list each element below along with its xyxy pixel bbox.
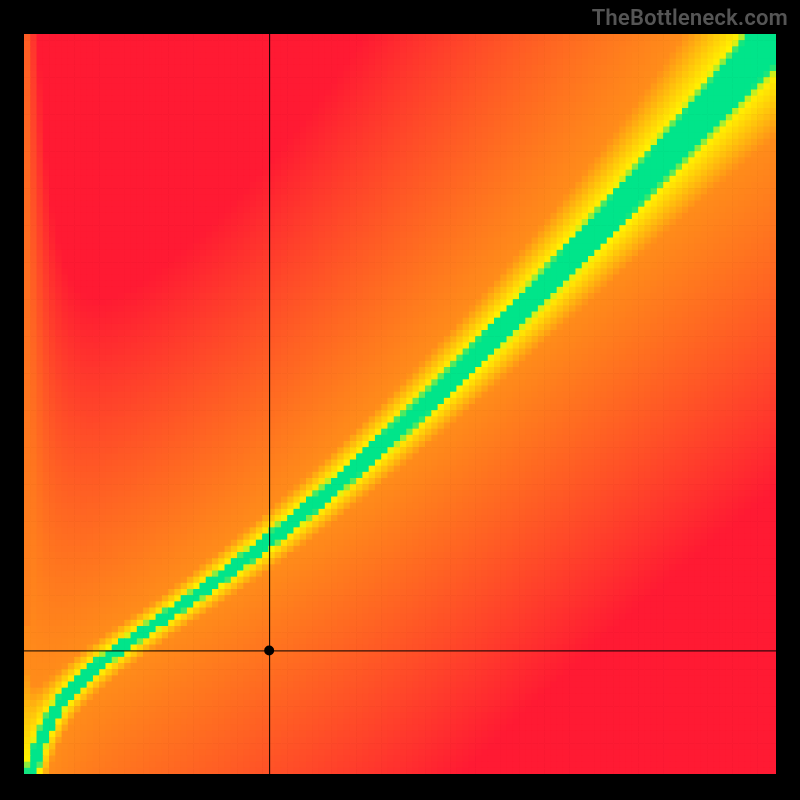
- bottleneck-heatmap: [24, 34, 776, 774]
- chart-area: [24, 34, 776, 774]
- watermark-text: TheBottleneck.com: [592, 6, 788, 31]
- page-root: TheBottleneck.com: [0, 0, 800, 800]
